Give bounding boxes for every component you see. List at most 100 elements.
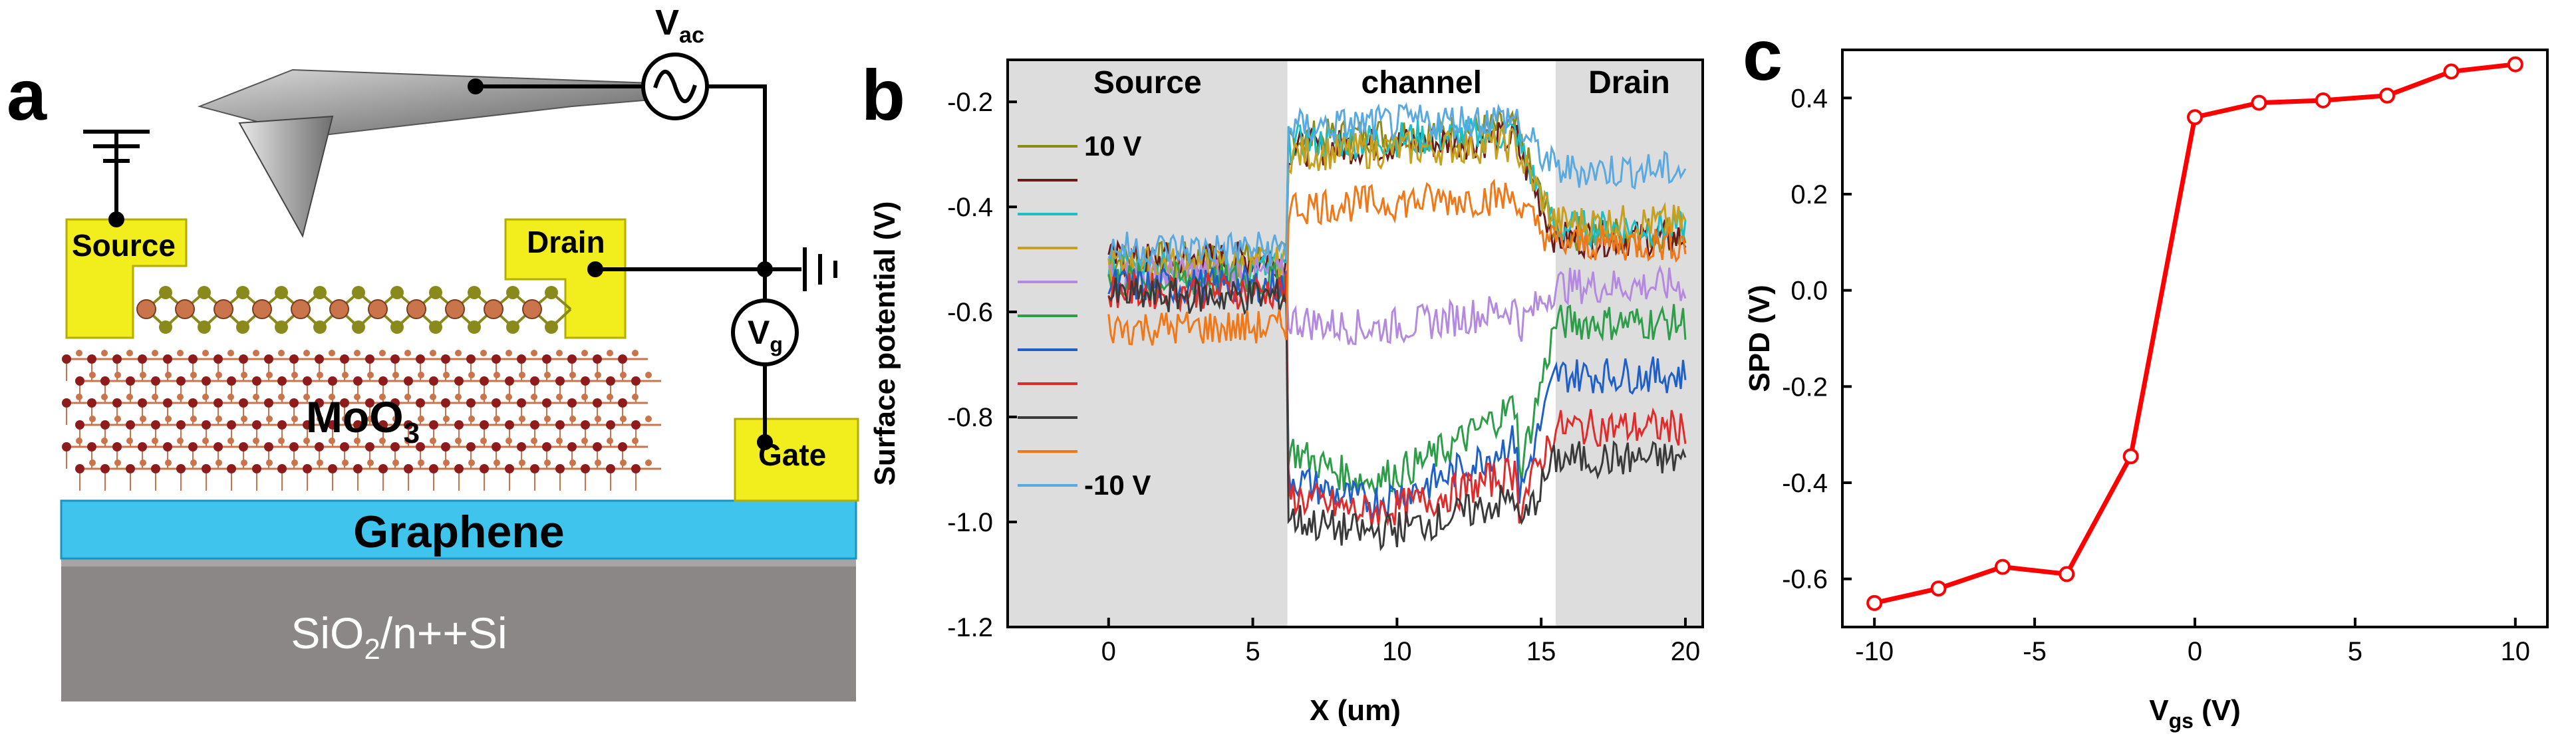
lattice-atom (480, 350, 487, 356)
lattice-atom (264, 442, 273, 451)
lattice-atom (289, 442, 299, 451)
lattice-atom (542, 442, 551, 451)
lattice-atom (595, 372, 601, 378)
lattice-atom (353, 464, 362, 473)
b-region-label-drain: Drain (1588, 65, 1670, 100)
lattice-atom (87, 354, 96, 364)
lattice-atom (252, 420, 261, 430)
lattice-atom (429, 420, 438, 430)
lattice-atom (329, 394, 335, 400)
lattice-atom (62, 398, 71, 408)
lattice-atom (126, 464, 135, 473)
svg-text:Vg: Vg (748, 314, 783, 356)
lattice-atom (165, 459, 172, 466)
c-y-tick-label: 0.2 (1790, 180, 1828, 209)
lattice-atom (466, 398, 476, 408)
chain-atom-chalcogen (545, 286, 558, 299)
lattice-atom (177, 394, 184, 400)
lattice-atom (618, 354, 627, 364)
lattice-atom (581, 394, 588, 400)
lattice-atom (215, 416, 222, 422)
lattice-atom (544, 416, 551, 422)
b-x-tick-label: 0 (1101, 637, 1116, 666)
c-data-point (2379, 87, 2396, 104)
lattice-atom (429, 464, 438, 473)
lattice-atom (151, 420, 160, 430)
c-x-tick-label: -5 (2023, 637, 2047, 666)
c-y-axis-title: SPD (V) (1743, 285, 1776, 392)
lattice-atom (75, 420, 84, 430)
lattice-atom (100, 420, 110, 430)
lattice-atom (303, 376, 312, 386)
lattice-atom (530, 376, 539, 386)
lattice-atom (555, 464, 565, 473)
panel-letter-a: a (7, 55, 47, 135)
lattice-atom (404, 350, 411, 356)
lattice-atom (606, 376, 615, 386)
lattice-atom (177, 438, 184, 444)
b-axis-ticks (1008, 100, 1687, 628)
c-x-tick-label: 5 (2348, 637, 2362, 666)
lattice-atom (253, 438, 259, 444)
chain-atom-chalcogen (468, 286, 481, 299)
b-region-band (1555, 60, 1703, 627)
lattice-atom (378, 464, 388, 473)
lattice-atom (152, 350, 158, 356)
lattice-atom (466, 442, 476, 451)
b-y-tick-label: -1.2 (947, 613, 993, 642)
lattice-atom (227, 420, 236, 430)
c-x-title-sub: gs (2169, 709, 2194, 733)
c-x-title-unit: (V) (2194, 694, 2241, 727)
lattice-atom (466, 354, 476, 364)
c-data-point (1930, 580, 1947, 597)
lattice-atom (291, 416, 298, 422)
b-series-line (1107, 275, 1687, 552)
lattice-atom (342, 459, 349, 466)
svg-text:Vgs (V): Vgs (V) (2149, 694, 2241, 733)
ac-source-icon (641, 53, 709, 120)
lattice-atom (567, 354, 577, 364)
chain-atom-metal (329, 299, 349, 319)
lattice-atom (62, 442, 71, 451)
lattice-atom (606, 420, 615, 430)
lattice-atom (593, 442, 602, 451)
drain-label: Drain (527, 225, 605, 259)
c-data-point (1994, 559, 2011, 575)
lattice-atom (315, 354, 324, 364)
lattice-atom (264, 354, 273, 364)
lattice-atom (505, 438, 512, 444)
gate-electrode: Gate (734, 418, 859, 502)
b-series-lines (1107, 102, 1687, 552)
b-legend-top-label: 10 V (1084, 130, 1141, 162)
chain-atom-metal (252, 299, 272, 319)
ground-icon-drain (803, 247, 837, 291)
substrate-main: SiO (291, 608, 364, 658)
b-series-line (1107, 178, 1687, 346)
chain-atom-chalcogen (390, 320, 404, 334)
chain-atom-chalcogen (275, 320, 288, 334)
lattice-atom (264, 398, 273, 408)
lattice-atom (519, 459, 525, 466)
lattice-atom (593, 354, 602, 364)
lattice-atom (632, 394, 639, 400)
lattice-atom (340, 398, 349, 408)
chain-atom-chalcogen (429, 320, 442, 334)
lattice-atom (365, 354, 374, 364)
substrate-rest: /n++Si (380, 608, 507, 658)
lattice-atom (530, 464, 539, 473)
lattice-atom (581, 464, 590, 473)
lattice-atom (303, 394, 310, 400)
lattice-atom (227, 350, 234, 356)
c-y-tick-label: -0.6 (1782, 565, 1828, 594)
lattice-atom (430, 350, 436, 356)
lattice-atom (441, 354, 450, 364)
b-plot-frame (1006, 59, 1704, 628)
lattice-atom (492, 354, 501, 364)
lattice-atom (353, 376, 362, 386)
lattice-atom (328, 420, 337, 430)
lattice-atom (567, 398, 577, 408)
substrate-block: SiO2/n++Si (61, 559, 856, 701)
b-y-tick-label: -0.6 (947, 298, 993, 327)
lattice-atom (163, 442, 172, 451)
lattice-atom (468, 459, 475, 466)
